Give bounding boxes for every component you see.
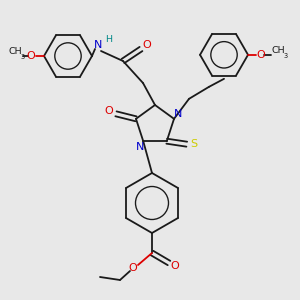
Text: O: O	[256, 50, 266, 60]
Text: S: S	[190, 139, 197, 149]
Text: H: H	[106, 34, 112, 43]
Text: N: N	[94, 40, 102, 50]
Text: CH: CH	[271, 46, 285, 55]
Text: O: O	[171, 261, 179, 271]
Text: 3: 3	[284, 53, 288, 59]
Text: O: O	[142, 40, 152, 50]
Text: 3: 3	[21, 54, 25, 60]
Text: N: N	[136, 142, 144, 152]
Text: CH: CH	[8, 47, 22, 56]
Text: O: O	[27, 51, 35, 61]
Text: O: O	[129, 263, 137, 273]
Text: N: N	[174, 109, 182, 119]
Text: O: O	[105, 106, 113, 116]
